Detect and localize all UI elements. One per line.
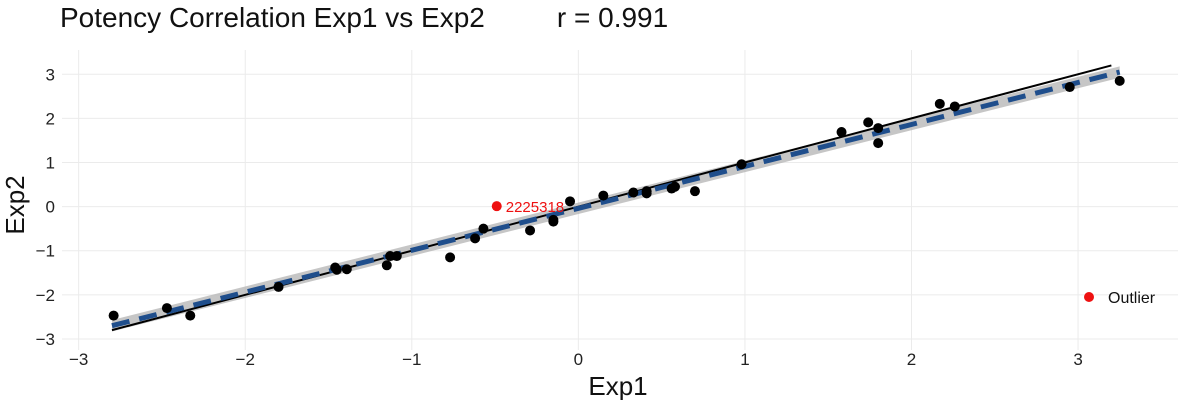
y-tick-label: 1 xyxy=(46,154,55,173)
x-tick-label: −2 xyxy=(236,350,255,369)
data-point xyxy=(548,214,559,225)
data-point xyxy=(934,98,945,109)
y-tick-label: 2 xyxy=(46,109,55,128)
y-tick-label: −3 xyxy=(36,330,55,349)
data-point xyxy=(1064,82,1075,93)
data-point xyxy=(873,123,884,134)
outlier-label: 2225318 xyxy=(506,199,564,216)
data-point xyxy=(185,310,196,321)
data-point xyxy=(331,264,342,275)
legend-outlier-marker xyxy=(1084,292,1094,302)
data-point xyxy=(161,303,172,314)
data-point xyxy=(628,187,639,198)
data-point xyxy=(470,233,481,244)
grid xyxy=(62,50,1178,350)
y-tick-label: −2 xyxy=(36,286,55,305)
chart-title: Potency Correlation Exp1 vs Exp2 xyxy=(60,2,485,33)
regression-fit-line xyxy=(111,69,1121,329)
y-tick-label: 3 xyxy=(46,65,55,84)
y-axis-label: Exp2 xyxy=(0,175,30,234)
data-point xyxy=(873,138,884,149)
x-tick-label: −1 xyxy=(402,350,421,369)
data-point xyxy=(641,186,652,197)
data-point xyxy=(525,225,536,236)
x-tick-label: 2 xyxy=(907,350,916,369)
data-point xyxy=(689,186,700,197)
data-point xyxy=(445,252,456,263)
data-point xyxy=(598,190,609,201)
data-point xyxy=(108,310,119,321)
data-point xyxy=(949,101,960,112)
x-tick-label: 1 xyxy=(740,350,749,369)
x-axis-label: Exp1 xyxy=(588,371,647,400)
tick-labels: −3 −2 −1 0 1 2 3 −3 −2 −1 0 1 2 3 xyxy=(36,65,1083,369)
data-point xyxy=(381,260,392,271)
chart-title-bar: Potency Correlation Exp1 vs Exp2 r = 0.9… xyxy=(60,0,668,36)
y-tick-label: −1 xyxy=(36,242,55,261)
data-point xyxy=(669,181,680,192)
data-point xyxy=(478,223,489,234)
data-point xyxy=(341,264,352,275)
outlier-point xyxy=(491,201,502,212)
data-point xyxy=(1114,75,1125,86)
data-point xyxy=(391,251,402,262)
legend: Outlier xyxy=(1084,290,1156,307)
data-point xyxy=(273,281,284,292)
correlation-value: r = 0.991 xyxy=(556,2,669,33)
data-point xyxy=(863,117,874,128)
x-tick-label: 3 xyxy=(1073,350,1082,369)
y-tick-label: 0 xyxy=(46,198,55,217)
data-point xyxy=(836,127,847,138)
legend-outlier-label: Outlier xyxy=(1108,290,1156,307)
data-point xyxy=(565,196,576,207)
points: 2225318 xyxy=(108,75,1125,321)
data-point xyxy=(736,159,747,170)
x-tick-label: −3 xyxy=(69,350,88,369)
x-tick-label: 0 xyxy=(574,350,583,369)
